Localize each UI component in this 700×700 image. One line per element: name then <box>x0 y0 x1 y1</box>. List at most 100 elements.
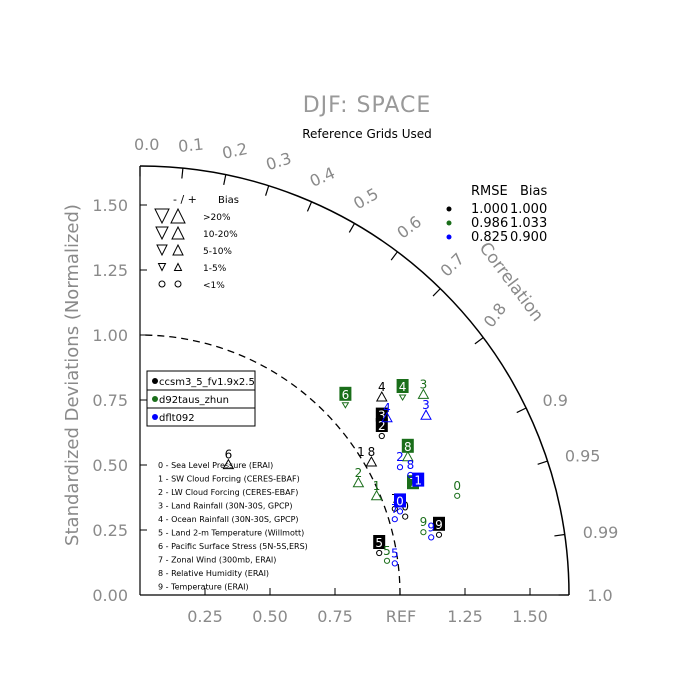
data-point-label: 8 <box>407 458 415 472</box>
data-point-marker <box>370 489 383 501</box>
data-point-marker <box>420 409 432 420</box>
bias-legend-marker-down <box>154 208 170 225</box>
bias-legend-marker-up <box>170 207 186 224</box>
rmse-legend-rmse: 0.825 <box>471 230 508 245</box>
bias-legend-marker-up <box>172 243 184 256</box>
correlation-tick-label: 0.6 <box>393 212 425 242</box>
rmse-legend-rmse: 1.000 <box>471 202 508 217</box>
data-point: 6 <box>222 448 235 470</box>
correlation-tick-label: 0.3 <box>264 148 294 174</box>
data-point-box <box>339 386 352 401</box>
data-point-box <box>373 535 386 549</box>
data-point-box <box>401 438 414 453</box>
x-tick-label: 1.50 <box>512 607 548 626</box>
correlation-tick-label: 0.95 <box>565 446 601 465</box>
correlation-tick-mark <box>390 251 398 261</box>
correlation-tick-label: 0.0 <box>134 135 159 154</box>
data-point: 8 <box>401 438 414 462</box>
bias-legend-marker-circle <box>174 280 182 288</box>
correlation-tick-label: 0.2 <box>220 139 249 163</box>
y-tick-label: 0.00 <box>92 586 128 605</box>
data-point: 1 <box>370 479 383 501</box>
data-point: 3 <box>417 377 430 399</box>
correlation-tick-mark <box>432 288 441 297</box>
data-point: 9 <box>420 515 428 536</box>
bias-legend-row-label: 5-10% <box>203 247 232 257</box>
data-point-marker <box>435 531 443 538</box>
data-point-label: 9 <box>420 515 428 529</box>
variable-list-item: 4 - Ocean Rainfall (30N-30S, GPCP) <box>158 515 299 524</box>
correlation-tick-mark <box>516 407 527 414</box>
data-point-marker <box>398 394 407 401</box>
data-point: 4 <box>396 379 409 401</box>
data-point-marker <box>375 390 388 402</box>
data-point: 1 <box>412 472 425 488</box>
bias-legend-row-label: >20% <box>203 213 231 223</box>
data-point-label: 5 <box>375 536 383 550</box>
correlation-tick-mark <box>537 460 548 465</box>
data-point-marker <box>396 508 404 515</box>
outer-arc <box>139 165 570 596</box>
data-point-marker <box>376 549 383 557</box>
bias-legend-header: - / + <box>173 193 197 206</box>
variable-list-item: 8 - Relative Humidity (ERAI) <box>158 569 269 578</box>
rmse-legend-dot <box>446 234 452 240</box>
reference-arc <box>139 334 401 596</box>
x-tick-label: 0.50 <box>252 607 288 626</box>
series-legend-dot <box>152 396 158 402</box>
data-point-marker <box>352 476 365 488</box>
x-tick-label: 0.25 <box>187 607 223 626</box>
axis-ticks: 0.000.250.500.751.001.251.500.25 0.50 0.75… <box>92 135 618 626</box>
data-point-label: 9 <box>435 518 443 532</box>
bias-legend-row-label: <1% <box>203 281 225 291</box>
series-legend: ccsm3_5_fv1.9x2.5 d92taus_zhun dflt092 <box>146 370 256 427</box>
data-point: 3 <box>420 398 432 420</box>
variable-list-item: 1 - SW Cloud Forcing (CERES-EBAF) <box>158 475 300 484</box>
bias-legend-row-label: 10-20% <box>203 230 238 240</box>
correlation-tick-label: 1.0 <box>587 586 612 605</box>
series-legend-dot <box>152 378 158 384</box>
data-point-label: 2 <box>396 450 404 464</box>
data-point: 2 <box>396 450 404 471</box>
data-point-marker <box>378 432 385 440</box>
data-point-marker <box>428 534 435 541</box>
variable-list-item: 5 - Land 2-m Temperature (Willmott) <box>158 529 304 538</box>
data-point-label: 3 <box>378 409 386 423</box>
correlation-tick-label: 0.1 <box>177 135 204 156</box>
correlation-tick-label: 0.8 <box>480 299 510 331</box>
data-point: 4 <box>375 380 388 402</box>
data-point-marker <box>420 529 427 536</box>
data-point-label: 1 <box>414 474 422 488</box>
data-point: 2 <box>375 418 388 440</box>
data-point-label: 5 <box>391 546 399 560</box>
data-point-marker <box>383 557 391 564</box>
y-axis-label: Standardized Deviations (Normalized) <box>62 204 83 546</box>
data-point: 7 <box>391 502 399 523</box>
data-point-label: 1 <box>357 445 365 459</box>
data-point-box <box>412 472 425 487</box>
y-tick-label: 0.25 <box>92 521 128 540</box>
y-tick-label: 0.75 <box>92 391 128 410</box>
data-point-label: 0 <box>453 479 461 493</box>
data-point-label: 4 <box>399 380 407 394</box>
series-legend-label: dflt092 <box>159 413 195 424</box>
data-point-label: 4 <box>383 401 391 415</box>
variable-list-item: 0 - Sea Level Pressure (ERAI) <box>158 461 273 470</box>
data-point-label: 2 <box>378 419 386 433</box>
data-point-marker <box>365 455 378 467</box>
correlation-tick-mark <box>181 168 184 179</box>
data-point-label: 3 <box>420 377 428 391</box>
correlation-tick-mark <box>554 533 565 537</box>
data-point-label: 6 <box>225 448 233 462</box>
series-legend-label: d92taus_zhun <box>159 395 229 406</box>
y-tick-label: 1.25 <box>92 261 128 280</box>
data-point-label: 4 <box>378 380 386 394</box>
series-legend-label: ccsm3_5_fv1.9x2.5 <box>159 377 255 388</box>
x-tick-label: 0.75 <box>317 607 353 626</box>
bias-legend-marker-down <box>157 263 167 272</box>
correlation-tick-mark <box>474 337 484 345</box>
variable-list-item: 9 - Temperature (ERAI) <box>158 583 249 592</box>
correlation-tick-label: 0.7 <box>437 249 468 280</box>
